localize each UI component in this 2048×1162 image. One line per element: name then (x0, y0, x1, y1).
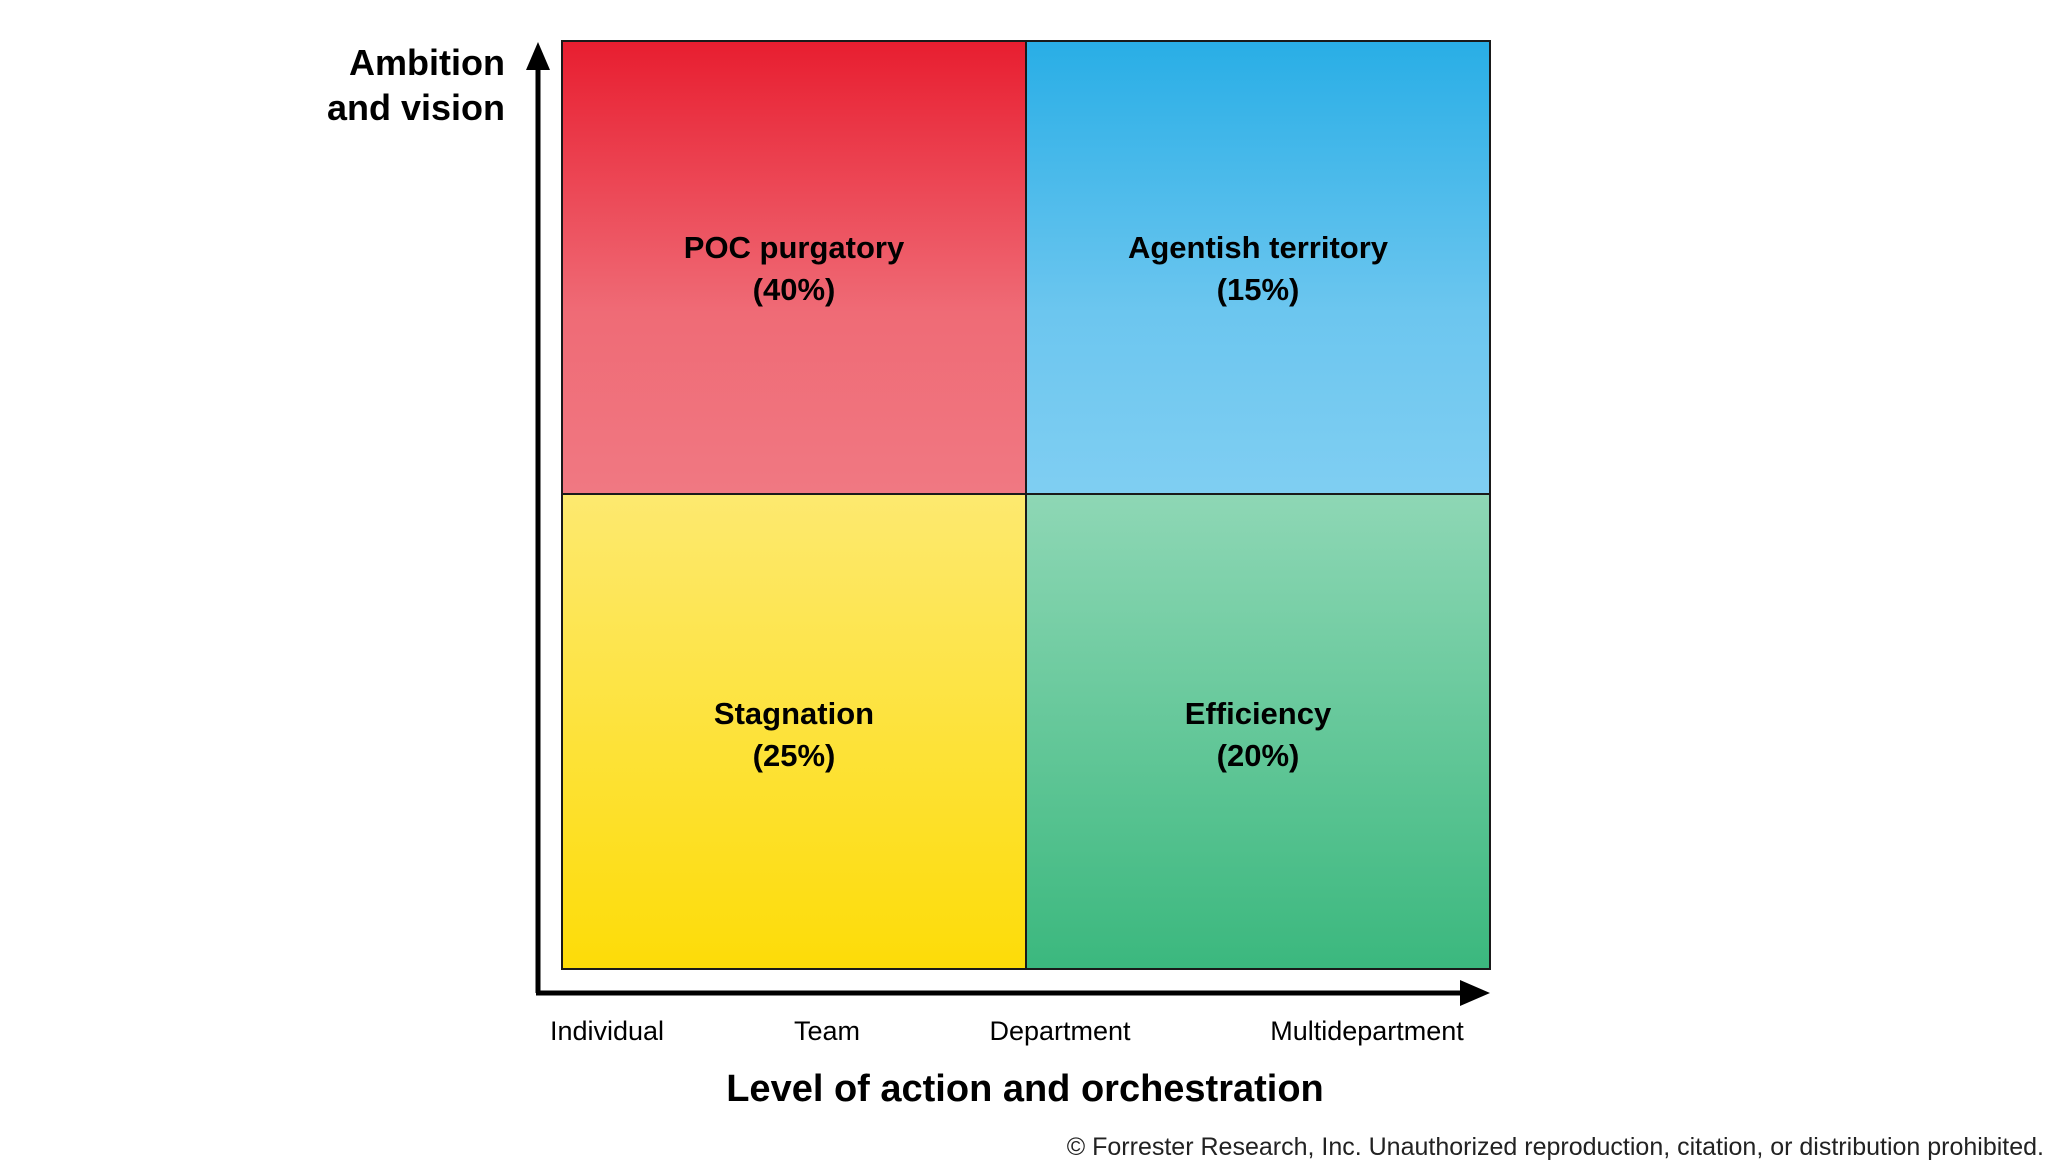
quadrant-name: POC purgatory (683, 230, 905, 265)
quadrant: POC purgatory (40%) (561, 40, 1027, 495)
quadrant-name: Stagnation (713, 696, 875, 731)
x-level: Individual (549, 1016, 665, 1046)
quadrant-share: (40%) (752, 272, 836, 307)
x-level: Department (989, 1016, 1131, 1046)
quadrant: Stagnation (25%) (561, 493, 1027, 970)
quadrant-share: (20%) (1216, 738, 1300, 773)
x-level: Multidepartment (1270, 1016, 1464, 1046)
x-arrow (1460, 980, 1490, 1006)
quadrant-share: (15%) (1216, 272, 1300, 307)
quadrant: Agentish territory (15%) (1025, 40, 1491, 495)
footer: © Forrester Research, Inc. Unauthorized … (1066, 1133, 2044, 1161)
y-arrow (526, 42, 550, 70)
y-axis-label: Ambition and vision (326, 42, 505, 128)
quadrant: Efficiency (20%) (1025, 493, 1491, 970)
quadrant-share: (25%) (752, 738, 836, 773)
quadrant-name: Efficiency (1184, 696, 1332, 731)
quadrant-name: Agentish territory (1127, 230, 1389, 265)
x-axis-label: Level of action and orchestration (726, 1068, 1324, 1110)
x-level: Team (793, 1016, 861, 1046)
